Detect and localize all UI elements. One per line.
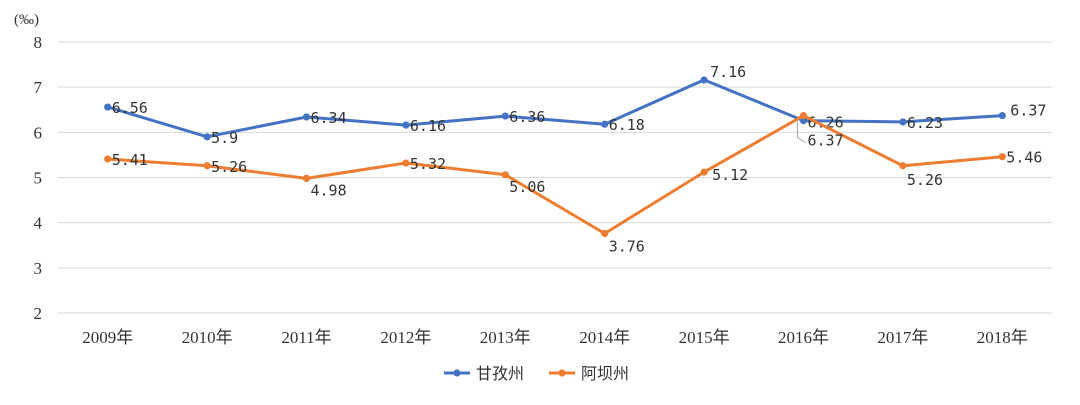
data-point: [203, 133, 211, 141]
data-point: [601, 120, 609, 128]
data-label: 6.37: [1010, 102, 1046, 120]
data-label: 5.32: [410, 155, 446, 173]
data-point: [998, 112, 1006, 120]
legend-label: 阿坝州: [581, 364, 629, 383]
data-label: 6.37: [808, 132, 844, 150]
legend-item: 阿坝州: [549, 364, 629, 383]
data-point: [998, 153, 1006, 161]
data-point: [402, 159, 410, 167]
data-point: [501, 171, 509, 179]
y-tick-label: 6: [34, 123, 43, 142]
x-tick-label: 2017年: [877, 328, 928, 347]
series-2: 5.41 5.26 4.98 5.32 5.06 3.76 5.12 6.37 5.26 5.46: [104, 112, 1042, 256]
y-unit-label: (‰): [14, 12, 39, 28]
data-point: [601, 229, 609, 238]
data-point: [700, 168, 708, 176]
gridlines: [58, 41, 1052, 314]
x-tick-label: 2009年: [82, 328, 133, 347]
x-tick-label: 2016年: [778, 328, 829, 347]
data-label: 7.16: [710, 63, 746, 81]
data-point: [302, 113, 311, 121]
data-label: 3.76: [609, 238, 645, 256]
x-tick-label: 2015年: [679, 328, 730, 347]
series-line: [107, 78, 1003, 139]
y-tick-label: 3: [34, 259, 43, 278]
data-point: [899, 162, 907, 170]
data-label: 6.16: [410, 117, 446, 135]
legend: 甘孜州 阿坝州: [444, 364, 629, 383]
x-tick-label: 2018年: [977, 328, 1028, 347]
data-point: [501, 112, 509, 120]
x-tick-label: 2013年: [480, 328, 531, 347]
data-label: 5.12: [712, 166, 748, 184]
data-point: [799, 116, 808, 125]
y-tick-label: 7: [34, 78, 43, 97]
legend-label: 甘孜州: [476, 364, 524, 383]
x-tick-label: 2012年: [380, 328, 431, 347]
data-label: 5.06: [509, 178, 545, 196]
data-label: 6.23: [907, 114, 943, 132]
x-axis-ticks: 2009年 2010年 2011年 2012年 2013年 2014年 2015年 2016年…: [82, 328, 1028, 347]
data-point: [899, 118, 907, 126]
series-group: 6.565.96.34 6.166.36 6.187.166.26 6.236.375…: [104, 63, 1046, 256]
y-tick-label: 2: [34, 304, 43, 323]
x-tick-label: 2010年: [182, 328, 233, 347]
y-tick-label: 8: [34, 33, 43, 52]
data-label: 5.46: [1006, 149, 1042, 167]
x-tick-label: 2014年: [579, 328, 630, 347]
x-tick-label: 2011年: [281, 328, 331, 347]
data-label: 5.26: [211, 158, 247, 176]
data-label: 6.18: [609, 116, 645, 134]
data-label: 5.9: [211, 129, 238, 147]
data-label: 6.26: [808, 114, 844, 132]
data-label: 5.41: [112, 151, 148, 169]
legend-item: 甘孜州: [444, 364, 524, 383]
data-point: [104, 155, 112, 163]
legend-marker: [558, 369, 566, 377]
data-point: [799, 112, 808, 120]
data-label: 6.36: [509, 108, 545, 126]
series-1: 6.56 5.9 6.34 6.16 6.36 6.18 7.16 6.26 6.23 6.37: [104, 63, 1046, 147]
data-point: [700, 76, 708, 84]
data-point: [104, 103, 112, 111]
y-tick-label: 4: [34, 214, 43, 233]
data-point: [402, 121, 410, 129]
label-leader-line: [797, 121, 806, 144]
y-tick-label: 5: [34, 169, 43, 188]
data-point: [203, 162, 211, 170]
data-point: [302, 174, 311, 183]
data-label: 6.56: [112, 99, 148, 117]
legend-marker: [453, 369, 461, 377]
y-axis-ticks: 2 3 4 5 6 7 8: [34, 33, 43, 323]
data-label: 4.98: [311, 181, 347, 199]
data-label: 5.26: [907, 171, 943, 189]
data-label: 6.34: [311, 109, 347, 127]
series-line: [107, 114, 1003, 235]
